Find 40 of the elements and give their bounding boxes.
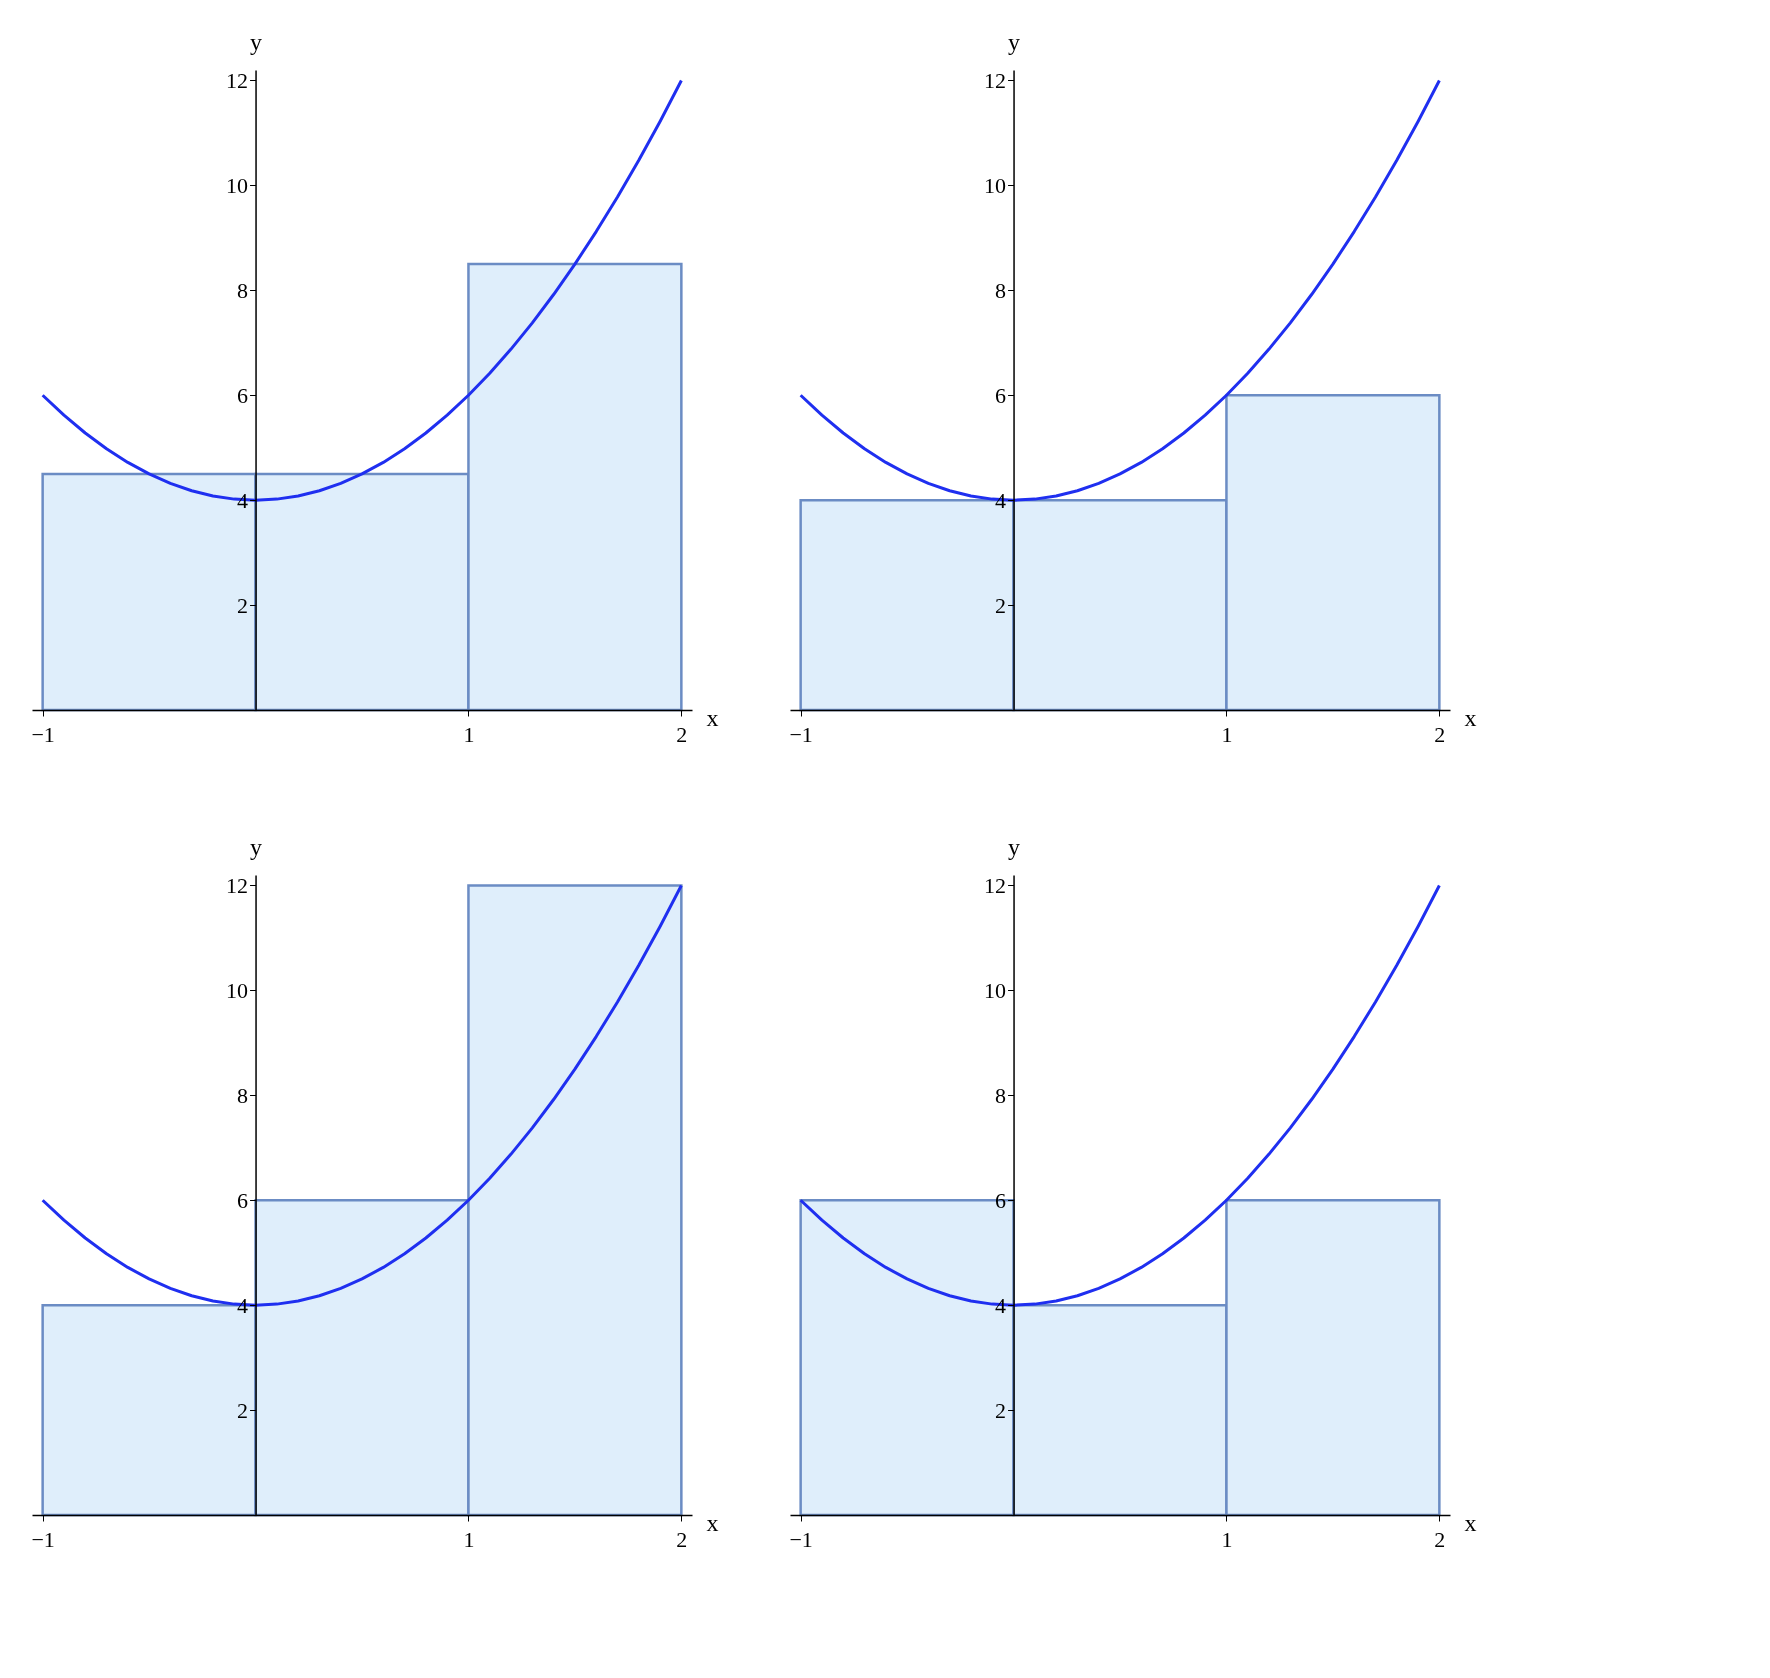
y-tick-label: 10 [226,172,249,198]
y-tick-label: 8 [237,277,249,303]
y-axis-title: y [1008,833,1021,860]
y-axis-title: y [1008,28,1021,55]
y-tick-label: 8 [995,277,1007,303]
x-axis-title: x [706,704,719,731]
y-tick-label: 2 [995,592,1007,618]
y-tick-label: 2 [995,1397,1007,1423]
x-axis-title: x [706,1509,719,1536]
x-tick-label: 1 [463,721,475,747]
y-tick-label: 2 [237,1397,249,1423]
y-tick-label: 10 [226,977,249,1003]
x-tick-label: −1 [789,1526,813,1552]
x-tick-label: 1 [1221,1526,1233,1552]
y-tick-label: 6 [237,1187,249,1213]
x-tick-label: −1 [31,721,55,747]
y-tick-label: 12 [984,67,1007,93]
y-tick-label: 10 [984,172,1007,198]
x-tick-label: −1 [31,1526,55,1552]
y-tick-label: 8 [237,1082,249,1108]
y-tick-label: 6 [237,382,249,408]
x-tick-label: 1 [1221,721,1233,747]
y-tick-label: 6 [995,382,1007,408]
x-axis-title: x [1464,704,1477,731]
y-tick-label: 10 [984,977,1007,1003]
x-tick-label: 2 [676,1526,688,1552]
x-axis-title: x [1464,1509,1477,1536]
y-axis-title: y [250,28,263,55]
x-tick-label: 2 [1434,721,1446,747]
y-tick-label: 2 [237,592,249,618]
y-tick-label: 12 [226,67,249,93]
y-tick-label: 12 [984,872,1007,898]
y-tick-label: 8 [995,1082,1007,1108]
x-tick-label: 2 [676,721,688,747]
y-axis-title: y [250,833,263,860]
x-tick-label: 1 [463,1526,475,1552]
x-tick-label: −1 [789,721,813,747]
x-tick-label: 2 [1434,1526,1446,1552]
y-tick-label: 12 [226,872,249,898]
y-tick-label: 6 [995,1187,1007,1213]
